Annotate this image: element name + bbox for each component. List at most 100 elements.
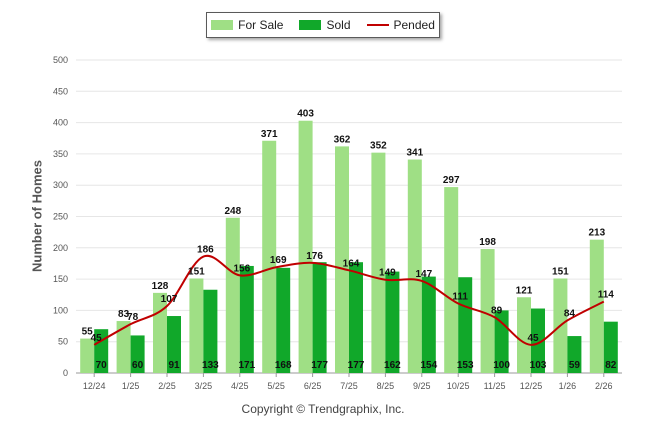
data-label-for-sale: 341 (406, 148, 423, 159)
bar-sold (130, 335, 145, 373)
legend-label-pended: Pended (393, 18, 435, 32)
bar-for-sale (444, 187, 459, 373)
data-label-pended: 176 (306, 251, 323, 262)
x-tick-label: 6/25 (304, 381, 322, 391)
bar-for-sale (262, 140, 277, 373)
bar-sold (203, 289, 218, 373)
y-tick-label: 300 (53, 180, 68, 190)
pended-line (93, 254, 605, 346)
y-tick-label: 450 (53, 86, 68, 96)
data-label-for-sale: 213 (588, 228, 605, 239)
legend-swatch-pended (366, 24, 389, 26)
x-tick-label: 5/25 (267, 381, 285, 391)
x-tick-label: 10/25 (447, 381, 470, 391)
data-label-sold: 70 (96, 360, 108, 371)
data-label-sold: 171 (238, 360, 255, 371)
x-tick-label: 12/24 (83, 381, 106, 391)
data-label-sold: 103 (530, 360, 547, 371)
data-label-for-sale: 371 (261, 129, 278, 140)
data-label-for-sale: 362 (334, 134, 351, 145)
y-tick-label: 100 (53, 305, 68, 315)
data-label-sold: 133 (202, 360, 219, 371)
y-tick-label: 500 (53, 55, 68, 65)
data-label-for-sale: 121 (516, 285, 533, 296)
legend-swatch-sold (299, 20, 322, 30)
data-label-sold: 162 (384, 360, 401, 371)
data-label-for-sale: 352 (370, 141, 387, 152)
chart-legend: For Sale Sold Pended (206, 12, 440, 38)
data-label-for-sale: 198 (479, 237, 496, 248)
bar-for-sale (407, 159, 422, 373)
data-label-pended: 149 (379, 268, 396, 279)
y-tick-label: 200 (53, 243, 68, 253)
x-tick-label: 8/25 (377, 381, 395, 391)
bar-sold (603, 321, 618, 373)
bar-sold (458, 277, 473, 373)
data-label-pended: 107 (161, 294, 178, 305)
x-tick-label: 3/25 (195, 381, 213, 391)
bar-for-sale (589, 239, 604, 373)
y-tick-label: 400 (53, 118, 68, 128)
bar-for-sale (371, 152, 386, 373)
data-label-pended: 45 (527, 333, 539, 344)
copyright-text: Copyright © Trendgraphix, Inc. (241, 402, 405, 416)
data-label-sold: 60 (132, 360, 144, 371)
data-label-pended: 78 (127, 312, 139, 323)
data-label-sold: 82 (605, 360, 617, 371)
data-label-pended: 186 (197, 245, 214, 256)
bar-for-sale (116, 321, 131, 373)
data-label-pended: 169 (270, 255, 287, 266)
data-label-pended: 164 (343, 258, 360, 269)
data-label-sold: 153 (457, 360, 474, 371)
bar-sold (567, 336, 582, 373)
data-label-sold: 177 (311, 360, 328, 371)
legend-item-pended[interactable]: Pended (366, 18, 435, 32)
data-label-for-sale: 403 (297, 109, 314, 120)
data-label-pended: 111 (452, 292, 468, 303)
data-label-for-sale: 128 (152, 281, 169, 292)
bar-for-sale (80, 338, 95, 373)
data-label-sold: 100 (493, 360, 510, 371)
data-label-pended: 114 (598, 290, 615, 301)
x-tick-label: 12/25 (520, 381, 543, 391)
x-tick-label: 11/25 (484, 381, 506, 391)
legend-swatch-for-sale (211, 20, 234, 30)
bar-for-sale (480, 249, 495, 373)
x-tick-label: 1/25 (122, 381, 140, 391)
data-label-pended: 45 (91, 333, 103, 344)
bar-for-sale (517, 297, 531, 373)
legend-item-sold[interactable]: Sold (299, 18, 351, 32)
bar-sold (276, 267, 291, 373)
x-tick-label: 9/25 (413, 381, 431, 391)
y-tick-label: 250 (53, 212, 68, 222)
bar-sold (239, 265, 254, 373)
y-tick-label: 0 (63, 368, 68, 378)
bar-sold (312, 262, 327, 373)
y-tick-label: 50 (58, 337, 68, 347)
data-label-sold: 168 (275, 360, 292, 371)
data-label-sold: 59 (569, 360, 581, 371)
bar-for-sale (335, 146, 349, 373)
data-label-sold: 154 (420, 360, 437, 371)
y-tick-label: 150 (53, 274, 68, 284)
data-label-for-sale: 297 (443, 175, 460, 186)
legend-label-for-sale: For Sale (238, 18, 284, 32)
x-tick-label: 2/26 (595, 381, 613, 391)
bar-sold (94, 329, 109, 373)
bar-for-sale (225, 217, 240, 373)
data-label-for-sale: 83 (118, 309, 130, 320)
data-label-for-sale: 55 (82, 327, 94, 338)
bar-sold (531, 308, 545, 373)
data-label-pended: 156 (233, 263, 250, 274)
bar-for-sale (298, 120, 313, 373)
data-label-pended: 147 (415, 269, 432, 280)
data-label-sold: 177 (348, 360, 365, 371)
bar-sold (385, 271, 400, 373)
bar-sold (167, 316, 181, 373)
data-label-sold: 91 (168, 360, 180, 371)
legend-item-for-sale[interactable]: For Sale (211, 18, 283, 32)
x-tick-label: 4/25 (231, 381, 249, 391)
legend-label-sold: Sold (326, 18, 351, 32)
x-tick-label: 1/26 (559, 381, 577, 391)
